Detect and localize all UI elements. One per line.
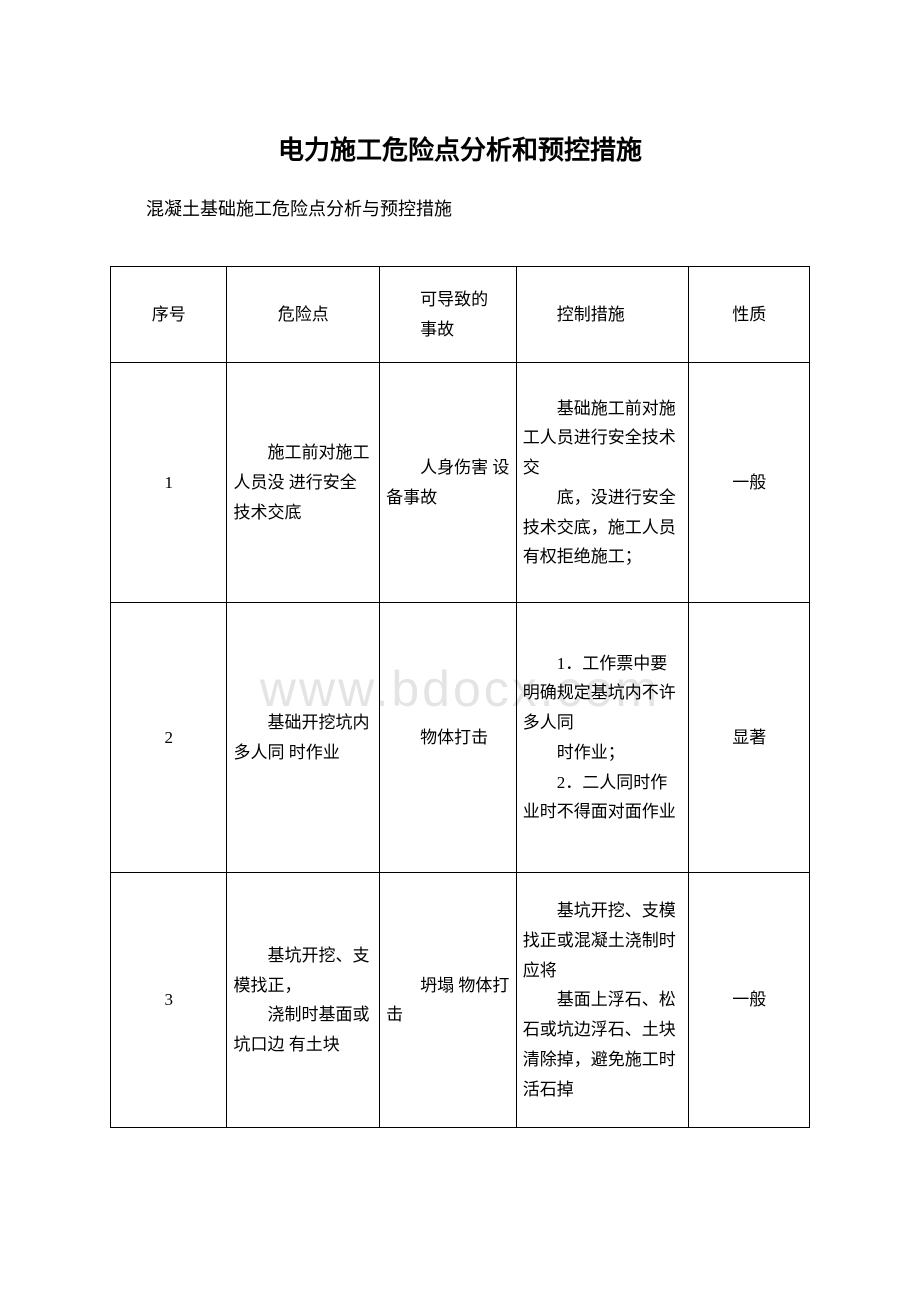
cell-accident-text: 物体打击 — [386, 723, 510, 753]
header-control-label: 控制措施 — [523, 300, 683, 330]
cell-no: 1 — [111, 363, 227, 603]
subtitle-text: 混凝土基础施工危险点分析与预控措施 — [110, 195, 810, 224]
page-container: 电力施工危险点分析和预控措施 混凝土基础施工危险点分析与预控措施 序号 危险点 … — [0, 0, 920, 1128]
header-no: 序号 — [111, 266, 227, 363]
table-header-row: 序号 危险点 可导致的 事故 控制措施 性质 — [111, 266, 810, 363]
cell-control-text-b: 底，没进行安全技术交底，施工人员有权拒绝施工； — [523, 483, 683, 572]
cell-no: 2 — [111, 603, 227, 873]
cell-control: 基础施工前对施工人员进行安全技术交 底，没进行安全技术交底，施工人员有权拒绝施工… — [516, 363, 689, 603]
table-row: 1 施工前对施工人员没 进行安全技术交底 人身伤害 设备事故 基础施工前对施工人… — [111, 363, 810, 603]
header-accident: 可导致的 事故 — [380, 266, 517, 363]
cell-no: 3 — [111, 873, 227, 1128]
cell-accident: 物体打击 — [380, 603, 517, 873]
cell-accident-text: 坍塌 物体打击 — [386, 971, 510, 1031]
header-no-label: 序号 — [117, 300, 220, 330]
cell-control-text-b: 基面上浮石、松石或坑边浮石、土块清除掉，避免施工时活石掉 — [523, 985, 683, 1104]
page-title: 电力施工危险点分析和预控措施 — [110, 130, 810, 167]
header-accident-label-2: 事故 — [386, 315, 510, 345]
cell-control-text-b: 时作业； — [523, 738, 683, 768]
header-risk: 危险点 — [227, 266, 380, 363]
cell-risk: 施工前对施工人员没 进行安全技术交底 — [227, 363, 380, 603]
cell-control: 基坑开挖、支模找正或混凝土浇制时应将 基面上浮石、松石或坑边浮石、土块清除掉，避… — [516, 873, 689, 1128]
header-accident-label-1: 可导致的 — [386, 285, 510, 315]
cell-accident-text: 人身伤害 设备事故 — [386, 453, 510, 513]
cell-risk-text: 基础开挖坑内多人同 时作业 — [233, 708, 373, 768]
cell-control: 1．工作票中要明确规定基坑内不许多人同 时作业； 2．二人同时作业时不得面对面作… — [516, 603, 689, 873]
table-row: 3 基坑开挖、支模找正， 浇制时基面或坑口边 有土块 坍塌 物体打击 基坑开挖、… — [111, 873, 810, 1128]
cell-control-text-a: 基坑开挖、支模找正或混凝土浇制时应将 — [523, 896, 683, 985]
table-row: 2 基础开挖坑内多人同 时作业 物体打击 1．工作票中要明确规定基坑内不许多人同… — [111, 603, 810, 873]
header-nature: 性质 — [689, 266, 810, 363]
cell-risk-text-a: 基坑开挖、支模找正， — [233, 941, 373, 1001]
header-control: 控制措施 — [516, 266, 689, 363]
cell-risk: 基坑开挖、支模找正， 浇制时基面或坑口边 有土块 — [227, 873, 380, 1128]
cell-accident: 坍塌 物体打击 — [380, 873, 517, 1128]
cell-control-text-a: 基础施工前对施工人员进行安全技术交 — [523, 394, 683, 483]
cell-risk-text-b: 浇制时基面或坑口边 有土块 — [233, 1000, 373, 1060]
cell-risk: 基础开挖坑内多人同 时作业 — [227, 603, 380, 873]
risk-table: 序号 危险点 可导致的 事故 控制措施 性质 1 施工前对施工人员没 进行安全技… — [110, 266, 810, 1129]
header-risk-label: 危险点 — [233, 300, 373, 330]
cell-nature: 一般 — [689, 363, 810, 603]
cell-nature: 一般 — [689, 873, 810, 1128]
cell-accident: 人身伤害 设备事故 — [380, 363, 517, 603]
cell-control-text-c: 2．二人同时作业时不得面对面作业 — [523, 768, 683, 828]
cell-control-text-a: 1．工作票中要明确规定基坑内不许多人同 — [523, 649, 683, 738]
header-nature-label: 性质 — [695, 300, 803, 330]
cell-nature: 显著 — [689, 603, 810, 873]
cell-risk-text: 施工前对施工人员没 进行安全技术交底 — [233, 438, 373, 527]
